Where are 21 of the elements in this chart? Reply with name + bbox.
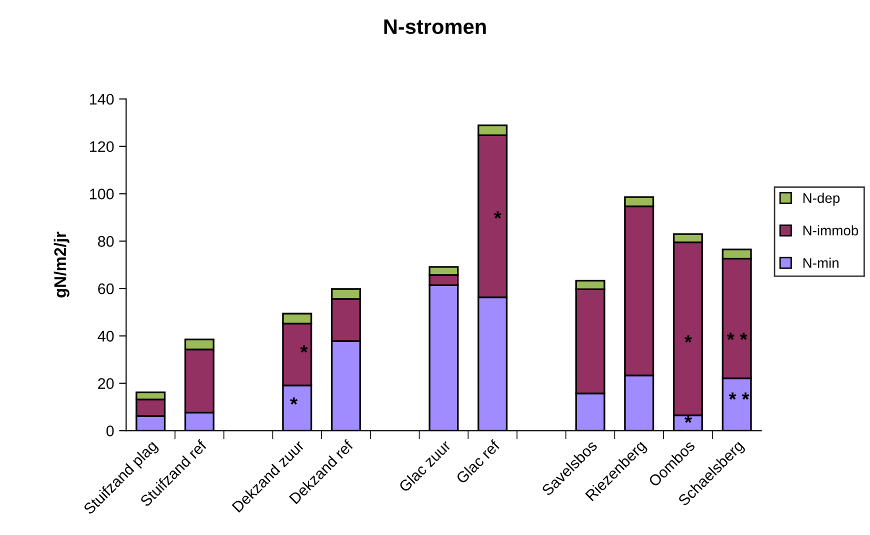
annotation: * [494,211,502,219]
x-tick-label: Glac ref [455,438,501,484]
annotation: * [300,345,308,353]
y-tick-label: 100 [90,188,114,200]
y-tick-label: 80 [98,236,114,247]
annotation: * [290,397,298,405]
y-tick-label: 0 [106,426,114,436]
legend-label: N-immob [803,225,858,236]
annotation: * * [726,332,748,340]
y-tick-label: 140 [90,94,114,105]
annotation: * [684,416,692,423]
y-tick-label: 40 [98,330,114,342]
legend-label: N-dep [803,192,840,206]
legend-label: N-min [803,258,838,268]
annotation: * [684,335,692,343]
y-tick-label: 120 [90,141,114,152]
y-tick-label: 60 [98,283,114,294]
chart-title: N-stromen [384,19,486,34]
y-tick-label: 20 [98,378,114,389]
annotation: * * [728,392,750,400]
y-axis-title: gN/m2/jr [54,232,70,298]
